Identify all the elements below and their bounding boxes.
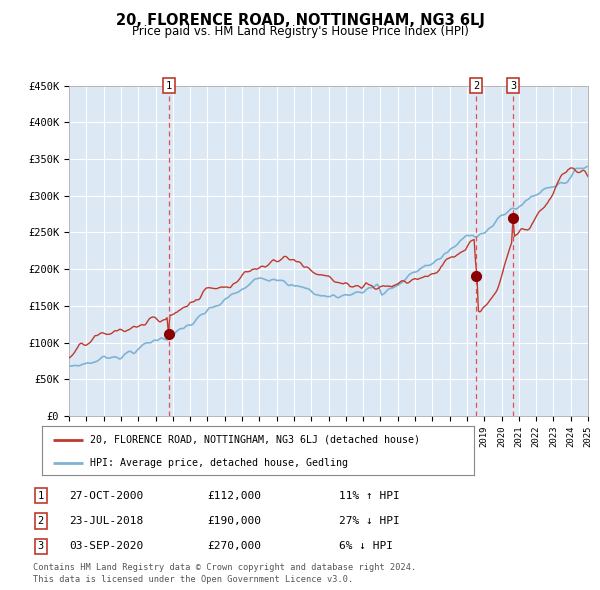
Text: 11% ↑ HPI: 11% ↑ HPI [339,491,400,500]
Text: 1: 1 [38,491,44,500]
Text: 1: 1 [166,81,172,90]
Text: £190,000: £190,000 [207,516,261,526]
Text: 3: 3 [510,81,516,90]
Text: 2: 2 [473,81,479,90]
Text: 27% ↓ HPI: 27% ↓ HPI [339,516,400,526]
Text: 2: 2 [38,516,44,526]
Text: £270,000: £270,000 [207,542,261,551]
Text: 20, FLORENCE ROAD, NOTTINGHAM, NG3 6LJ (detached house): 20, FLORENCE ROAD, NOTTINGHAM, NG3 6LJ (… [89,435,419,445]
Text: 27-OCT-2000: 27-OCT-2000 [69,491,143,500]
Text: 3: 3 [38,542,44,551]
Text: 20, FLORENCE ROAD, NOTTINGHAM, NG3 6LJ: 20, FLORENCE ROAD, NOTTINGHAM, NG3 6LJ [116,13,484,28]
Text: HPI: Average price, detached house, Gedling: HPI: Average price, detached house, Gedl… [89,458,347,468]
Text: £112,000: £112,000 [207,491,261,500]
Text: 23-JUL-2018: 23-JUL-2018 [69,516,143,526]
Text: 03-SEP-2020: 03-SEP-2020 [69,542,143,551]
Text: Price paid vs. HM Land Registry's House Price Index (HPI): Price paid vs. HM Land Registry's House … [131,25,469,38]
Text: Contains HM Land Registry data © Crown copyright and database right 2024.: Contains HM Land Registry data © Crown c… [33,563,416,572]
Text: This data is licensed under the Open Government Licence v3.0.: This data is licensed under the Open Gov… [33,575,353,584]
Text: 6% ↓ HPI: 6% ↓ HPI [339,542,393,551]
